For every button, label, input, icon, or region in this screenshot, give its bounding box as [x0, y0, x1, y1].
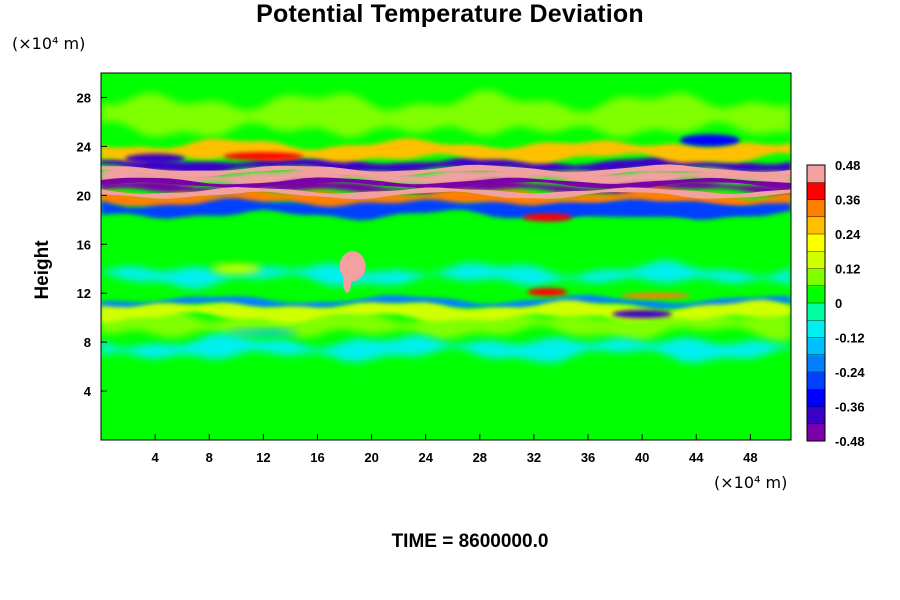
blob-cyan-lower — [228, 329, 299, 336]
colorbar-swatch — [807, 285, 825, 304]
band-mid-light — [101, 208, 791, 246]
heatmap-field — [101, 73, 791, 440]
band-mid-cyan — [101, 260, 791, 290]
colorbar-tick-label: 0.48 — [835, 158, 860, 173]
colorbar-tick-label: -0.12 — [835, 331, 865, 346]
y-tick-label: 12 — [77, 286, 91, 301]
y-axis-unit: (×10⁴ m) — [12, 34, 86, 53]
y-tick-label: 28 — [77, 90, 91, 105]
colorbar-swatch — [807, 389, 825, 407]
x-tick-label: 40 — [635, 450, 649, 465]
field-band-7 — [101, 299, 791, 324]
colorbar-tick-label: 0.12 — [835, 262, 860, 277]
blob-red-mid — [527, 287, 568, 296]
colorbar-swatch — [807, 234, 825, 252]
colorbar-swatch — [807, 303, 825, 321]
x-tick-label: 44 — [689, 450, 704, 465]
y-tick-label: 20 — [77, 188, 91, 203]
x-axis-ticks: 4 8 12 16 20 24 28 32 36 40 44 48 — [152, 434, 758, 465]
blob-red-mid-right — [620, 292, 691, 299]
colorbar-swatch — [807, 354, 825, 373]
colorbar-swatch — [807, 165, 825, 183]
colorbar-frame — [806, 164, 826, 442]
x-tick-label: 28 — [473, 450, 487, 465]
colorbar-swatch — [807, 337, 825, 356]
y-axis-ticks: 4 8 12 16 20 24 28 — [77, 90, 107, 399]
colorbar-swatch — [807, 182, 825, 200]
x-tick-label: 24 — [418, 450, 433, 465]
field-band-6 — [101, 294, 791, 312]
colorbar-tick-label: 0.36 — [835, 193, 860, 208]
colorbar-tick-label: 0.24 — [835, 227, 861, 242]
x-tick-label: 8 — [206, 450, 213, 465]
x-tick-label: 48 — [743, 450, 757, 465]
colorbar-swatch — [807, 199, 825, 218]
field-band-3 — [101, 186, 791, 214]
colorbar-swatch — [807, 423, 825, 442]
blob-red-right — [522, 213, 573, 222]
time-label: TIME = 8600000.0 — [391, 531, 549, 552]
band-upper-yellow — [101, 90, 791, 138]
x-axis-unit: (×10⁴ m) — [714, 473, 788, 492]
colorbar-swatch — [807, 268, 825, 287]
x-tick-label: 12 — [256, 450, 270, 465]
colorbar-swatch — [807, 251, 825, 269]
blob-yellow-left — [211, 263, 262, 274]
band-pink-line — [101, 164, 791, 178]
y-tick-label: 16 — [77, 237, 91, 252]
blob-blue-right — [532, 203, 753, 218]
x-tick-label: 4 — [152, 450, 160, 465]
chart-title: Potential Temperature Deviation — [256, 0, 644, 28]
plume-stem — [343, 268, 352, 293]
band-lower-cyan — [101, 332, 791, 364]
colorbar-swatch — [807, 216, 825, 235]
x-tick-label: 36 — [581, 450, 595, 465]
blob-red-upper — [223, 152, 304, 161]
colorbar-tick-label: -0.24 — [835, 365, 865, 380]
x-tick-label: 20 — [364, 450, 378, 465]
plot-frame — [100, 72, 792, 441]
colorbar-swatch — [807, 320, 825, 338]
colorbar-swatch — [807, 372, 825, 390]
x-tick-label: 16 — [310, 450, 324, 465]
colorbar-swatch — [807, 406, 825, 425]
blob-purple-mid-right — [612, 309, 673, 318]
x-tick-label: 32 — [527, 450, 541, 465]
colorbar: 0.48 0.36 0.24 0.12 0 -0.12 -0.24 -0.36 -0.48 — [806, 158, 865, 449]
y-tick-label: 8 — [84, 335, 91, 350]
band-pink-line-lower — [101, 187, 791, 200]
colorbar-tick-label: -0.48 — [835, 434, 865, 449]
blob-blue-upper-right — [679, 134, 740, 147]
colorbar-tick-label: -0.36 — [835, 400, 865, 415]
blob-purple-upper-left — [125, 153, 186, 164]
colorbar-tick-label: 0 — [835, 296, 842, 311]
band-lower-yellow — [101, 305, 791, 343]
y-tick-label: 24 — [77, 139, 92, 154]
band-purple-line — [101, 177, 791, 189]
y-tick-label: 4 — [84, 384, 92, 399]
